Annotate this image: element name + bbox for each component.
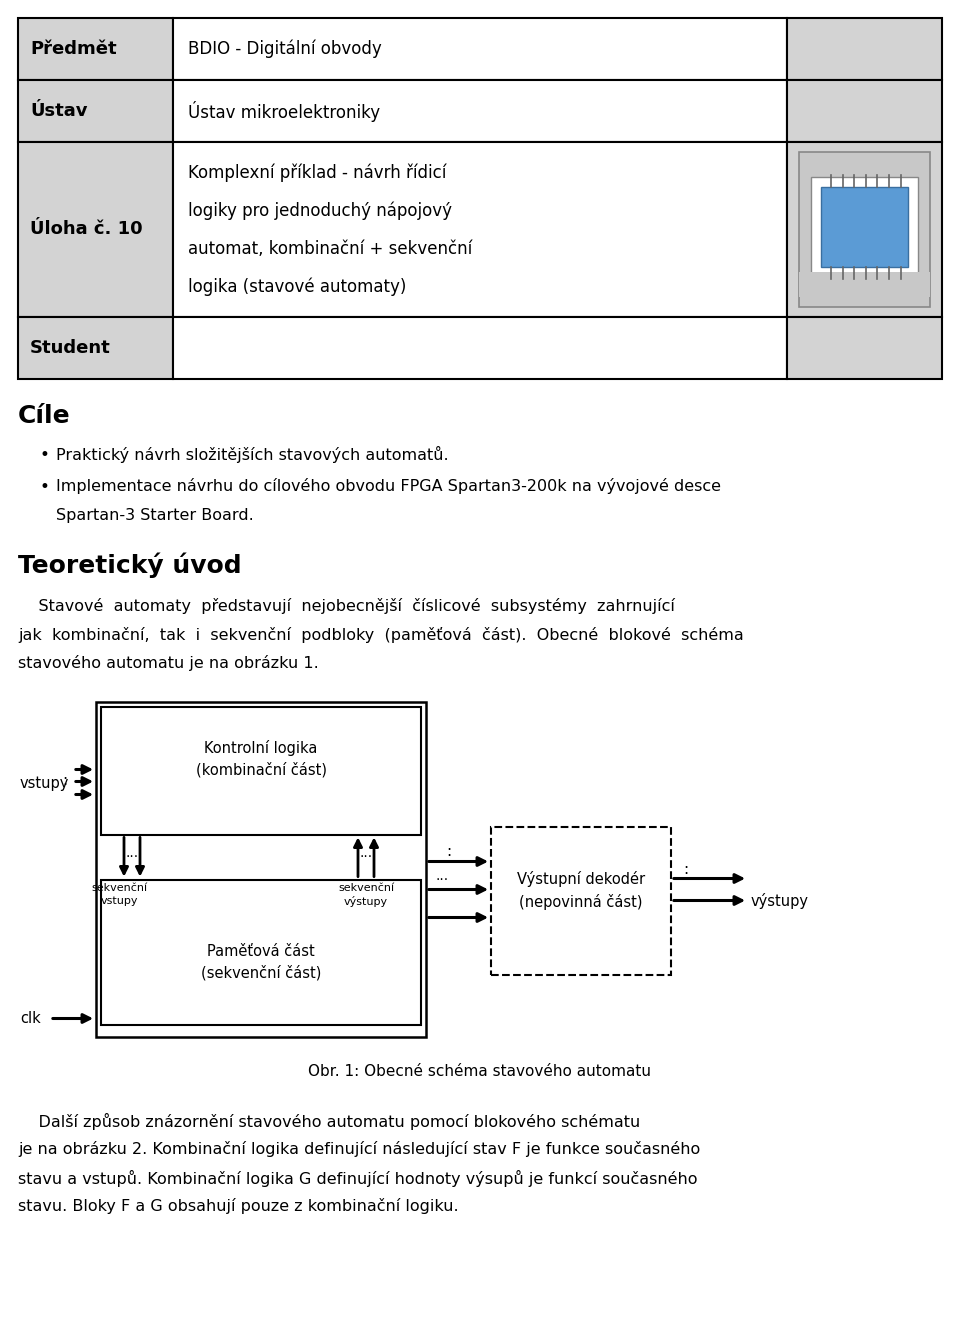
Bar — [173, 317, 787, 378]
Bar — [173, 142, 787, 317]
Bar — [787, 81, 942, 142]
Bar — [101, 706, 421, 835]
Text: Praktický návrh složitějších stavových automatů.: Praktický návrh složitějších stavových a… — [56, 446, 448, 463]
Text: Paměťová část
(sekvenční část): Paměťová část (sekvenční část) — [201, 943, 322, 981]
Bar — [787, 317, 942, 378]
Text: výstupy: výstupy — [751, 892, 809, 909]
Bar — [821, 187, 908, 267]
Text: Ústav mikroelektroniky: Ústav mikroelektroniky — [188, 101, 380, 122]
Bar — [799, 272, 930, 297]
Text: stavu a vstupů. Kombinační logika G definující hodnoty výsupů je funkcí současné: stavu a vstupů. Kombinační logika G defi… — [18, 1169, 698, 1186]
Text: automat, kombinační + sekvenční: automat, kombinační + sekvenční — [188, 240, 472, 258]
Text: Student: Student — [30, 340, 110, 357]
Text: Stavové  automaty  představují  nejobecnější  číslicové  subsystémy  zahrnující: Stavové automaty představují nejobecnějš… — [18, 599, 675, 615]
Text: ...: ... — [436, 870, 449, 883]
Text: Předmět: Předmět — [30, 40, 116, 58]
Text: stavového automatu je na obrázku 1.: stavového automatu je na obrázku 1. — [18, 655, 319, 671]
Text: Komplexní příklad - návrh řídicí: Komplexní příklad - návrh řídicí — [188, 164, 446, 183]
Bar — [787, 142, 942, 317]
Bar — [18, 317, 173, 378]
Text: :: : — [683, 862, 688, 876]
Text: ...: ... — [126, 845, 138, 860]
Text: ...: ... — [359, 845, 372, 860]
Text: logiky pro jednoduchý nápojový: logiky pro jednoduchý nápojový — [188, 203, 452, 220]
Text: je na obrázku 2. Kombinační logika definující následující stav F je funkce souča: je na obrázku 2. Kombinační logika defin… — [18, 1141, 700, 1157]
Text: Implementace návrhu do cílového obvodu FPGA Spartan3-200k na vývojové desce: Implementace návrhu do cílového obvodu F… — [56, 478, 721, 494]
Text: clk: clk — [20, 1011, 40, 1027]
Bar — [18, 81, 173, 142]
Bar — [101, 879, 421, 1024]
Bar — [173, 17, 787, 81]
Text: Spartan-3 Starter Board.: Spartan-3 Starter Board. — [56, 509, 253, 523]
Text: stavu. Bloky F a G obsahují pouze z kombinační logiku.: stavu. Bloky F a G obsahují pouze z komb… — [18, 1198, 459, 1215]
Text: jak  kombinační,  tak  i  sekvenční  podbloky  (paměťová  část).  Obecné  blokov: jak kombinační, tak i sekvenční podbloky… — [18, 627, 744, 643]
Text: Úloha č. 10: Úloha č. 10 — [30, 220, 143, 239]
Bar — [787, 17, 942, 81]
Bar — [18, 17, 173, 81]
Bar — [96, 702, 426, 1036]
Text: BDIO - Digitální obvody: BDIO - Digitální obvody — [188, 40, 382, 58]
Text: •: • — [40, 478, 50, 497]
Text: Ústav: Ústav — [30, 102, 87, 119]
Text: sekvenční
výstupy: sekvenční výstupy — [338, 883, 394, 907]
Text: Výstupní dekodér
(nepovinná část): Výstupní dekodér (nepovinná část) — [516, 871, 645, 910]
Text: vstupy: vstupy — [20, 776, 69, 790]
Text: Obr. 1: Obecné schéma stavového automatu: Obr. 1: Obecné schéma stavového automatu — [308, 1064, 652, 1079]
Bar — [799, 152, 930, 307]
Text: sekvenční
vstupy: sekvenční vstupy — [91, 883, 147, 906]
Bar — [491, 827, 671, 974]
Bar — [18, 142, 173, 317]
Text: Cíle: Cíle — [18, 404, 71, 428]
Text: :: : — [446, 844, 451, 859]
Text: Další způsob znázornění stavového automatu pomocí blokového schématu: Další způsob znázornění stavového automa… — [18, 1113, 640, 1130]
Bar — [811, 177, 918, 276]
Bar — [173, 81, 787, 142]
Text: Teoretický úvod: Teoretický úvod — [18, 553, 242, 578]
Text: :: : — [62, 773, 67, 788]
Text: Kontrolní logika
(kombinační část): Kontrolní logika (kombinační část) — [196, 739, 326, 777]
Text: logika (stavové automaty): logika (stavové automaty) — [188, 278, 406, 297]
Text: •: • — [40, 446, 50, 464]
